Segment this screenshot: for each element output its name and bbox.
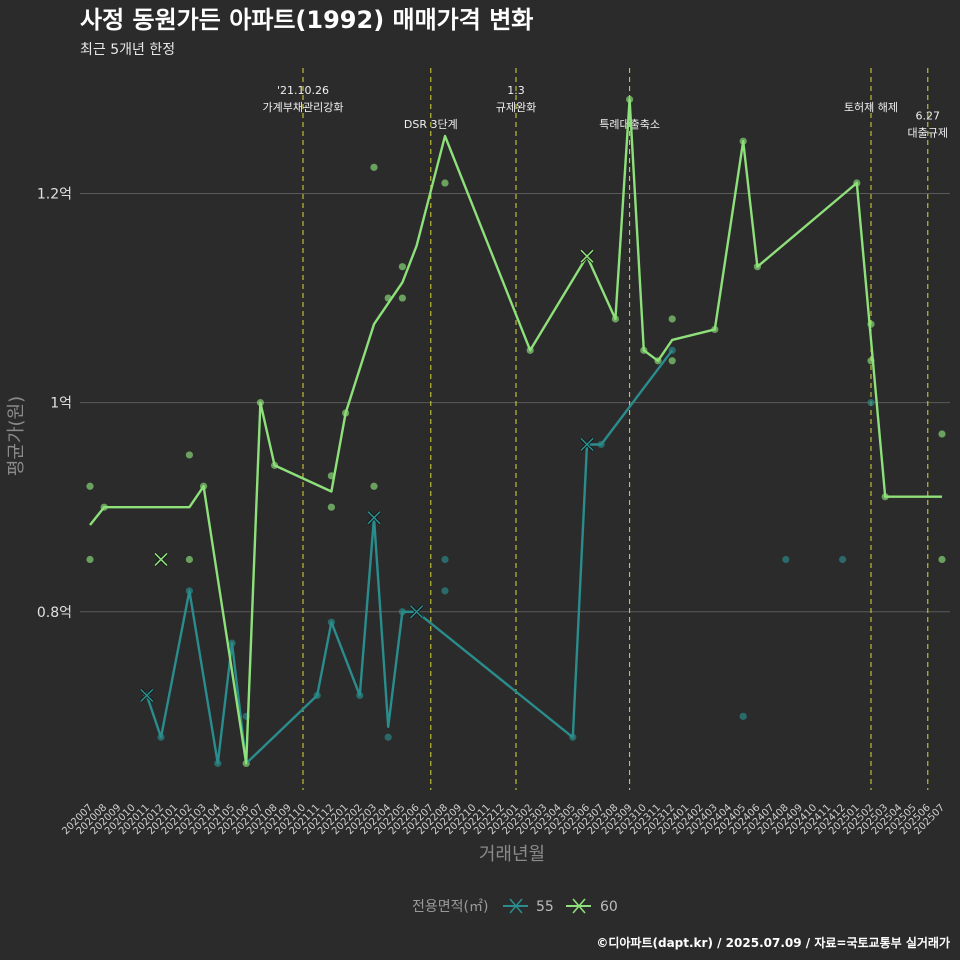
- cross-marker-55: [579, 437, 595, 452]
- data-point-60: [86, 482, 94, 490]
- event-annotation-text: 가계부채관리강화: [263, 101, 344, 114]
- grid-lines: [80, 192, 950, 613]
- data-point-55: [839, 555, 847, 564]
- cross-marker-55: [139, 688, 154, 703]
- y-axis-ticks: 0.8억 1억 1.2억: [37, 186, 72, 620]
- data-point-55: [384, 733, 392, 741]
- event-annotation-text: 1.3: [507, 84, 525, 97]
- source-caption: ©디아파트(dapt.kr) / 2025.07.09 / 자료=국토교통부 실…: [596, 935, 950, 950]
- cross-marker-stroke: [580, 249, 594, 263]
- series-layer: [86, 95, 946, 768]
- data-point-55: [441, 587, 449, 595]
- data-point-60: [398, 294, 406, 302]
- event-annotation-text: DSR 3단계: [404, 118, 458, 131]
- data-point-60: [370, 482, 378, 490]
- cross-marker-stroke: [140, 688, 154, 702]
- legend-label-60: 60: [600, 899, 618, 915]
- y-tick-label: 1.2억: [37, 186, 72, 202]
- legend: 전용면적(㎡) 55 60: [412, 898, 618, 915]
- cross-marker-60: [579, 249, 595, 264]
- data-point-55: [867, 399, 875, 407]
- y-tick-label: 1억: [50, 396, 72, 412]
- cross-marker-55: [409, 604, 424, 619]
- chart-subtitle: 최근 5개년 한정: [80, 42, 175, 58]
- data-point-55: [441, 555, 449, 564]
- y-axis-label: 평균가(원): [6, 396, 27, 476]
- data-point-60: [185, 555, 193, 564]
- event-annotation-text: 규제완화: [496, 101, 536, 114]
- data-point-60: [185, 451, 193, 459]
- data-point-60: [398, 263, 406, 271]
- data-point-60: [327, 503, 335, 511]
- data-point-60: [938, 430, 946, 438]
- series-line-60: [89, 98, 942, 765]
- x-axis-ticks: 2020072020082020092020102020112020122021…: [60, 802, 947, 837]
- event-annotation-text: 6.27: [916, 110, 941, 123]
- data-point-60: [938, 555, 946, 564]
- data-point-60: [370, 163, 378, 171]
- event-annotation-text: '21.10.26: [277, 84, 329, 97]
- data-point-60: [441, 179, 449, 187]
- chart-title: 사정 동원가든 아파트(1992) 매매가격 변화: [80, 6, 533, 34]
- event-annotation-text: 대출규제: [908, 127, 948, 140]
- legend-title: 전용면적(㎡): [412, 899, 488, 915]
- legend-key-60: [566, 898, 591, 914]
- y-tick-label: 0.8억: [37, 605, 72, 621]
- data-point-60: [668, 315, 676, 323]
- cross-marker-60: [153, 552, 169, 567]
- data-point-55: [782, 555, 790, 564]
- event-annotation-text: 특례대출축소: [599, 118, 660, 131]
- event-lines: [302, 68, 929, 790]
- data-point-60: [668, 357, 676, 365]
- cross-marker-stroke: [154, 552, 168, 567]
- data-point-60: [86, 555, 94, 564]
- x-axis-label: 거래년월: [479, 844, 545, 865]
- series-line-55: [145, 349, 674, 765]
- event-annotation-text: 토허제 해제: [844, 100, 898, 114]
- cross-marker-stroke: [367, 511, 381, 525]
- cross-marker-stroke: [410, 605, 424, 619]
- legend-key-55: [503, 898, 528, 914]
- data-point-55: [739, 712, 747, 720]
- cross-marker-55: [366, 510, 382, 525]
- legend-label-55: 55: [536, 899, 554, 915]
- cross-marker-stroke: [580, 437, 594, 452]
